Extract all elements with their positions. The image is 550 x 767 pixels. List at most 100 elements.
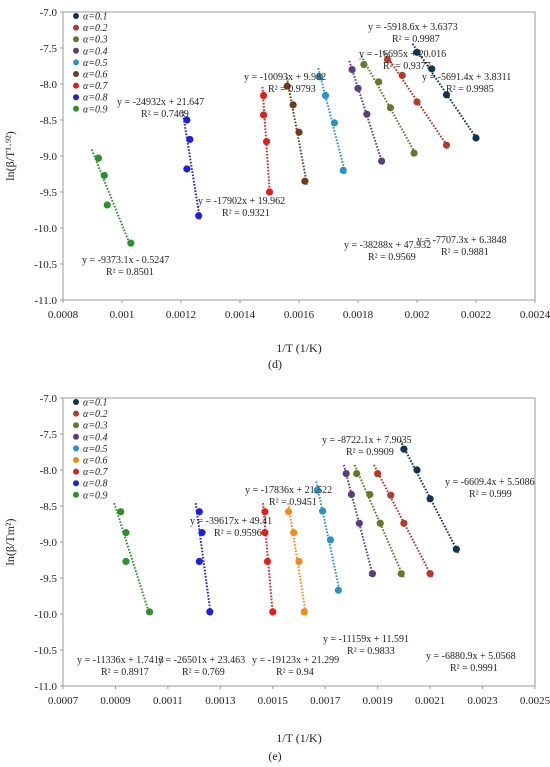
series-5 [313, 481, 342, 595]
x-tick-label: 0.0016 [284, 309, 315, 321]
data-point [383, 55, 392, 64]
y-tick-label: -9.5 [40, 187, 58, 199]
data-point [301, 177, 309, 185]
y-tick-label: -8.5 [40, 115, 58, 127]
r2-label: R² = 0.9377 [383, 61, 431, 72]
r2-label: R² = 0.9881 [441, 247, 489, 258]
legend-marker [73, 13, 79, 19]
y-tick-label: -8.0 [40, 79, 58, 91]
equation-label: y = -11159x + 11.591 [323, 634, 409, 645]
y-tick-label: -9.5 [40, 573, 58, 585]
series-9 [90, 149, 135, 248]
x-tick-label: 0.0012 [166, 309, 196, 321]
r2-label: R² = 0.8917 [101, 667, 149, 678]
series-2 [382, 50, 451, 150]
legend-entry: α=0.1 [83, 398, 108, 409]
data-point [284, 508, 293, 516]
x-tick-label: 0.0019 [363, 695, 394, 707]
x-tick-label: 0.0025 [520, 695, 550, 707]
data-point [387, 491, 395, 499]
y-tick-label: -8.5 [40, 501, 58, 513]
r2-label: R² = 0.9451 [269, 497, 317, 508]
x-tick-label: 0.0015 [258, 695, 289, 707]
data-point [127, 239, 135, 247]
y-tick-label: -11.0 [34, 295, 57, 307]
data-point [426, 570, 434, 578]
data-point [261, 529, 269, 537]
r2-label: R² = 0.9985 [446, 84, 494, 95]
y-tick-label: -8.0 [40, 465, 58, 477]
legend-entry: α=0.3 [83, 35, 108, 46]
x-tick-label: 0.001 [110, 309, 135, 321]
data-point [186, 135, 194, 144]
data-point [342, 470, 350, 478]
legend-marker [73, 36, 79, 43]
legend-marker [73, 94, 79, 101]
equation-label: y = -39617x + 49.41 [190, 516, 272, 527]
data-point [368, 570, 377, 578]
x-tick-label: 0.0007 [48, 695, 79, 707]
figure-caption: (d) [268, 357, 282, 371]
legend-marker [73, 480, 79, 487]
data-point [334, 586, 342, 594]
equation-label: y = -38288x + 47.932 [344, 240, 431, 251]
legend-marker [73, 59, 79, 66]
legend-entry: α=0.4 [83, 432, 108, 443]
data-point [410, 149, 418, 157]
data-point [355, 519, 363, 527]
data-point [289, 101, 297, 109]
x-axis-label: 1/T (1/K) [276, 731, 321, 745]
trend-line [262, 503, 274, 616]
legend-marker [73, 457, 79, 463]
data-point [94, 154, 102, 162]
equation-label: y = -11336x + 1.7413 [77, 655, 164, 666]
equation-label: y = -7707.3x + 6.3848 [417, 235, 507, 246]
legend-entry: α=0.5 [83, 444, 108, 455]
data-point [442, 141, 451, 149]
equation-label: y = -26501x + 23.463 [158, 655, 245, 666]
equation-label: y = -8722.1x + 7.9035 [322, 435, 412, 446]
data-point [103, 201, 111, 209]
data-point [195, 557, 203, 566]
series-2 [373, 464, 434, 578]
data-point [290, 529, 298, 537]
r2-label: R² = 0.9991 [450, 663, 498, 674]
data-point [260, 91, 268, 100]
data-point [376, 519, 384, 527]
data-point [354, 84, 362, 92]
y-tick-label: -10.5 [34, 645, 57, 657]
data-point [339, 166, 347, 174]
data-point [263, 557, 272, 566]
data-point [321, 91, 330, 100]
data-point [283, 82, 291, 90]
legend-entry: α=0.9 [83, 490, 108, 501]
data-point [378, 157, 386, 165]
x-tick-label: 0.0018 [343, 309, 374, 321]
r2-label: R² = 0.9569 [368, 252, 416, 263]
data-point [472, 134, 480, 142]
series-8 [194, 502, 214, 616]
equation-label: y = -10093x + 9.982 [244, 72, 326, 83]
y-tick-label: -10.0 [34, 609, 57, 621]
trend-line [113, 502, 151, 616]
legend-marker [73, 468, 79, 475]
y-tick-label: -7.0 [40, 393, 58, 405]
plot-frame [62, 397, 536, 687]
legend-entry: α=0.8 [83, 93, 108, 104]
r2-label: R² = 0.7469 [141, 109, 189, 120]
y-axis-label: ln(β/T¹·⁹²) [3, 131, 17, 180]
r2-label: R² = 0.9909 [346, 447, 394, 458]
legend-marker [73, 433, 79, 440]
data-point [413, 466, 421, 474]
equation-label: y = -5691.4x + 3.8311 [422, 72, 511, 83]
data-point [348, 66, 356, 74]
data-point [198, 529, 206, 537]
equation-label: y = -19123x + 21.299 [252, 655, 339, 666]
legend-marker [73, 47, 79, 54]
legend-entry: α=0.2 [83, 409, 108, 420]
data-point [347, 490, 356, 499]
x-tick-label: 0.0014 [225, 309, 256, 321]
data-point [330, 119, 338, 127]
data-point [261, 508, 269, 516]
